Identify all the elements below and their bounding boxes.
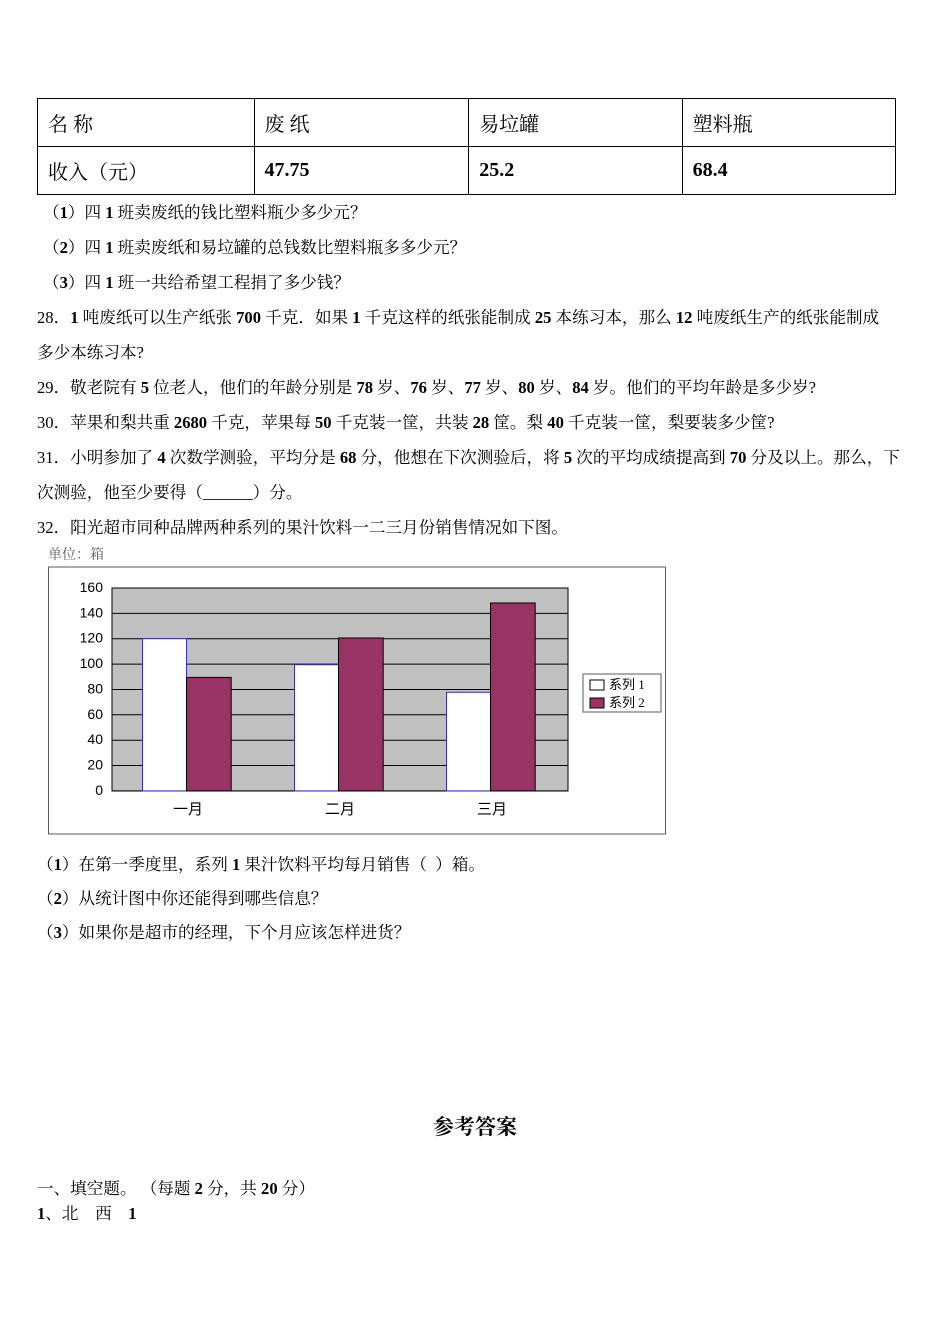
svg-text:0: 0: [95, 782, 103, 798]
svg-text:120: 120: [80, 630, 104, 646]
svg-text:40: 40: [87, 731, 103, 747]
svg-text:160: 160: [80, 579, 104, 595]
svg-text:系列 1: 系列 1: [609, 677, 645, 692]
svg-text:20: 20: [87, 757, 103, 773]
svg-text:60: 60: [87, 706, 103, 722]
svg-text:一月: 一月: [173, 802, 203, 818]
svg-text:系列 2: 系列 2: [609, 695, 645, 710]
svg-text:三月: 三月: [477, 802, 507, 818]
svg-text:140: 140: [80, 604, 104, 620]
svg-text:80: 80: [87, 681, 103, 697]
svg-text:100: 100: [80, 655, 104, 671]
svg-text:二月: 二月: [325, 802, 355, 818]
